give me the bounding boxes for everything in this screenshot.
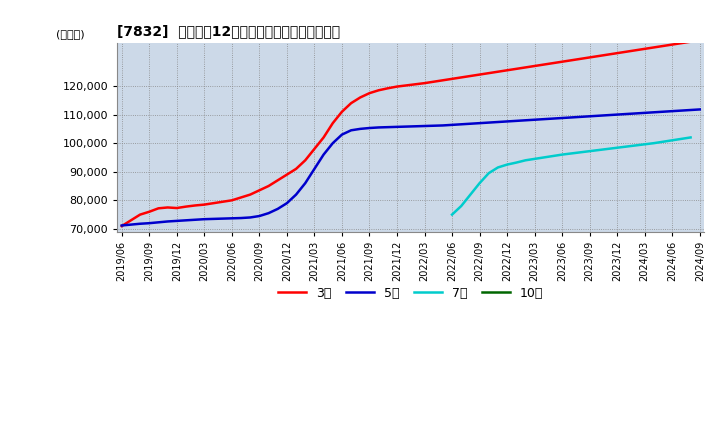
3年	[356, 95, 364, 100]
3年	[191, 203, 199, 208]
5年	[191, 217, 199, 222]
7年	[485, 171, 493, 176]
3年	[402, 83, 410, 88]
3年	[494, 69, 503, 74]
Line: 7年: 7年	[452, 137, 690, 215]
3年	[438, 77, 447, 83]
Y-axis label: (百万円): (百万円)	[56, 29, 84, 39]
Line: 3年: 3年	[122, 40, 700, 226]
7年	[659, 139, 667, 144]
3年	[117, 224, 126, 229]
Text: [7832]  経常利益12か月移動合計の平均値の推移: [7832] 経常利益12か月移動合計の平均値の推移	[117, 24, 341, 38]
3年	[485, 70, 493, 76]
7年	[668, 138, 677, 143]
7年	[613, 145, 621, 150]
7年	[503, 162, 511, 167]
5年	[402, 124, 410, 129]
7年	[567, 151, 576, 156]
5年	[485, 120, 493, 125]
7年	[631, 143, 640, 148]
5年	[356, 126, 364, 132]
7年	[558, 152, 567, 157]
7年	[494, 165, 503, 170]
7年	[686, 135, 695, 140]
5年	[494, 119, 503, 125]
7年	[521, 158, 530, 163]
7年	[531, 156, 539, 161]
7年	[622, 144, 631, 149]
Line: 5年: 5年	[122, 110, 700, 225]
Legend: 3年, 5年, 7年, 10年: 3年, 5年, 7年, 10年	[274, 282, 548, 305]
7年	[595, 147, 603, 153]
5年	[696, 107, 704, 112]
3年	[696, 38, 704, 43]
7年	[448, 212, 456, 217]
7年	[585, 149, 594, 154]
7年	[677, 136, 685, 142]
5年	[117, 223, 126, 228]
7年	[576, 150, 585, 155]
7年	[649, 140, 658, 146]
7年	[475, 180, 484, 186]
7年	[539, 155, 548, 160]
7年	[640, 142, 649, 147]
7年	[457, 203, 466, 209]
7年	[466, 192, 474, 197]
7年	[603, 146, 612, 151]
7年	[512, 160, 521, 165]
7年	[549, 154, 557, 159]
5年	[438, 123, 447, 128]
